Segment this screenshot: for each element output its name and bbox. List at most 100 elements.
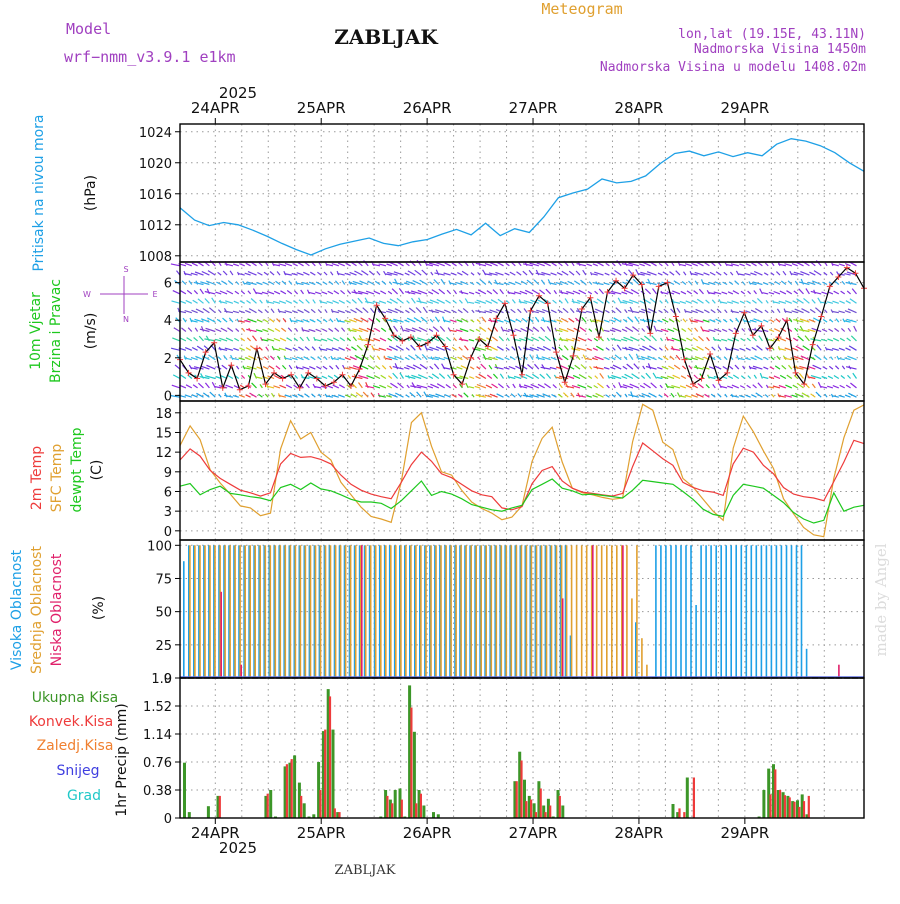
wind-arrow (413, 317, 422, 323)
wind-arrow (419, 363, 428, 370)
wind-arrow (429, 346, 439, 351)
wind-arrow (586, 385, 593, 389)
wind-arrow (184, 394, 192, 398)
wind-arrow (439, 326, 446, 332)
high-cloud-bar (665, 545, 667, 678)
wind-arrow (318, 262, 322, 267)
wind-arrow (303, 356, 310, 361)
wind-arrow (507, 291, 516, 295)
wind-arrow (350, 261, 357, 267)
mid-cloud-bar (189, 545, 191, 678)
wind-arrow (713, 291, 722, 295)
wind-arrow (232, 357, 239, 361)
wind-arrow (687, 327, 693, 332)
mid-cloud-bar (229, 545, 231, 678)
wind-arrow (797, 335, 804, 342)
wind-arrow (224, 310, 234, 314)
wind-arrow (346, 337, 352, 342)
total-precip-bar (805, 814, 809, 818)
wind-arrow (569, 308, 575, 314)
wind-arrow (759, 288, 763, 295)
wind-arrow (186, 289, 193, 295)
wind-arrow (603, 366, 610, 370)
date-label-bottom: 24APR (191, 824, 240, 842)
wind-arrow (437, 335, 446, 342)
wind-arrow (815, 307, 822, 314)
wind-arrow (239, 263, 245, 267)
wind-arrow (693, 290, 699, 295)
wind-arrow (727, 385, 734, 389)
wind-arrow (746, 300, 751, 304)
wind-arrow (844, 357, 851, 361)
wind-arrow (232, 395, 239, 398)
wind-arrow (480, 363, 487, 370)
mid-cloud-bar (646, 664, 648, 678)
wind-arrow (832, 337, 840, 342)
wind-arrow (793, 290, 799, 295)
mid-cloud-bar (304, 545, 307, 678)
wind-arrow (845, 366, 857, 370)
high-cloud-bar (755, 545, 758, 678)
wind-arrow (686, 290, 693, 295)
wind-arrow (308, 291, 316, 295)
wind-arrow (639, 263, 645, 267)
mid-cloud-bar (405, 545, 407, 678)
wind-arrow (246, 300, 251, 304)
wind-arrow (829, 318, 834, 323)
wind-arrow (226, 290, 234, 295)
wind-arrow (428, 394, 439, 398)
wind-arrow (538, 336, 546, 342)
wind-arrow (628, 262, 639, 267)
wind-arrow (692, 337, 699, 342)
wind-arrow (462, 307, 469, 314)
wind-arrow (279, 384, 287, 389)
wind-arrow (544, 335, 551, 342)
wind-arrow (714, 328, 722, 333)
wind-arrow (295, 366, 304, 370)
wind-arrow (563, 345, 569, 351)
wind-arrow (344, 272, 351, 276)
wind-arrow (696, 345, 704, 351)
high-cloud-bar (760, 545, 763, 678)
wind-arrow (628, 346, 639, 351)
wind-arrow (249, 345, 257, 351)
wind-arrow (458, 262, 463, 267)
mid-cloud-bar (364, 545, 367, 678)
wind-arrow (838, 347, 845, 351)
wind-arrow (722, 365, 728, 370)
wind-arrow (611, 309, 616, 314)
wind-arrow (218, 393, 222, 398)
wind-arrow (387, 337, 393, 342)
mid-cloud-bar (600, 545, 603, 678)
wind-arrow (694, 280, 699, 285)
wind-speed-marker (279, 375, 286, 382)
wind-arrow (782, 270, 787, 276)
wind-arrow (710, 309, 716, 314)
wind-arrow (606, 384, 610, 389)
wind-arrow (571, 385, 581, 389)
wind-arrow (236, 318, 240, 323)
wind-arrow (810, 338, 822, 342)
mid-cloud-bar (500, 545, 503, 678)
convective-precip-bar (793, 801, 796, 818)
total-precip-bar (786, 795, 790, 818)
wind-arrow (356, 344, 363, 351)
wind-arrow (373, 337, 381, 342)
wind-arrow (495, 356, 504, 361)
wind-arrow (266, 338, 275, 342)
wind-arrow (302, 366, 310, 370)
wind-arrow (284, 310, 292, 314)
wind-arrow (463, 392, 469, 398)
wind-arrow (198, 335, 204, 342)
wind-arrow (299, 336, 304, 342)
wind-arrow (821, 338, 828, 342)
wind-arrow (740, 337, 746, 342)
wind-arrow (479, 326, 487, 332)
wind-arrow (514, 375, 522, 380)
wind-arrow (476, 366, 481, 370)
wind-arrow (455, 376, 463, 380)
wind-arrow (474, 301, 481, 304)
total-precip-bar (791, 801, 795, 818)
wind-arrow (745, 263, 751, 267)
